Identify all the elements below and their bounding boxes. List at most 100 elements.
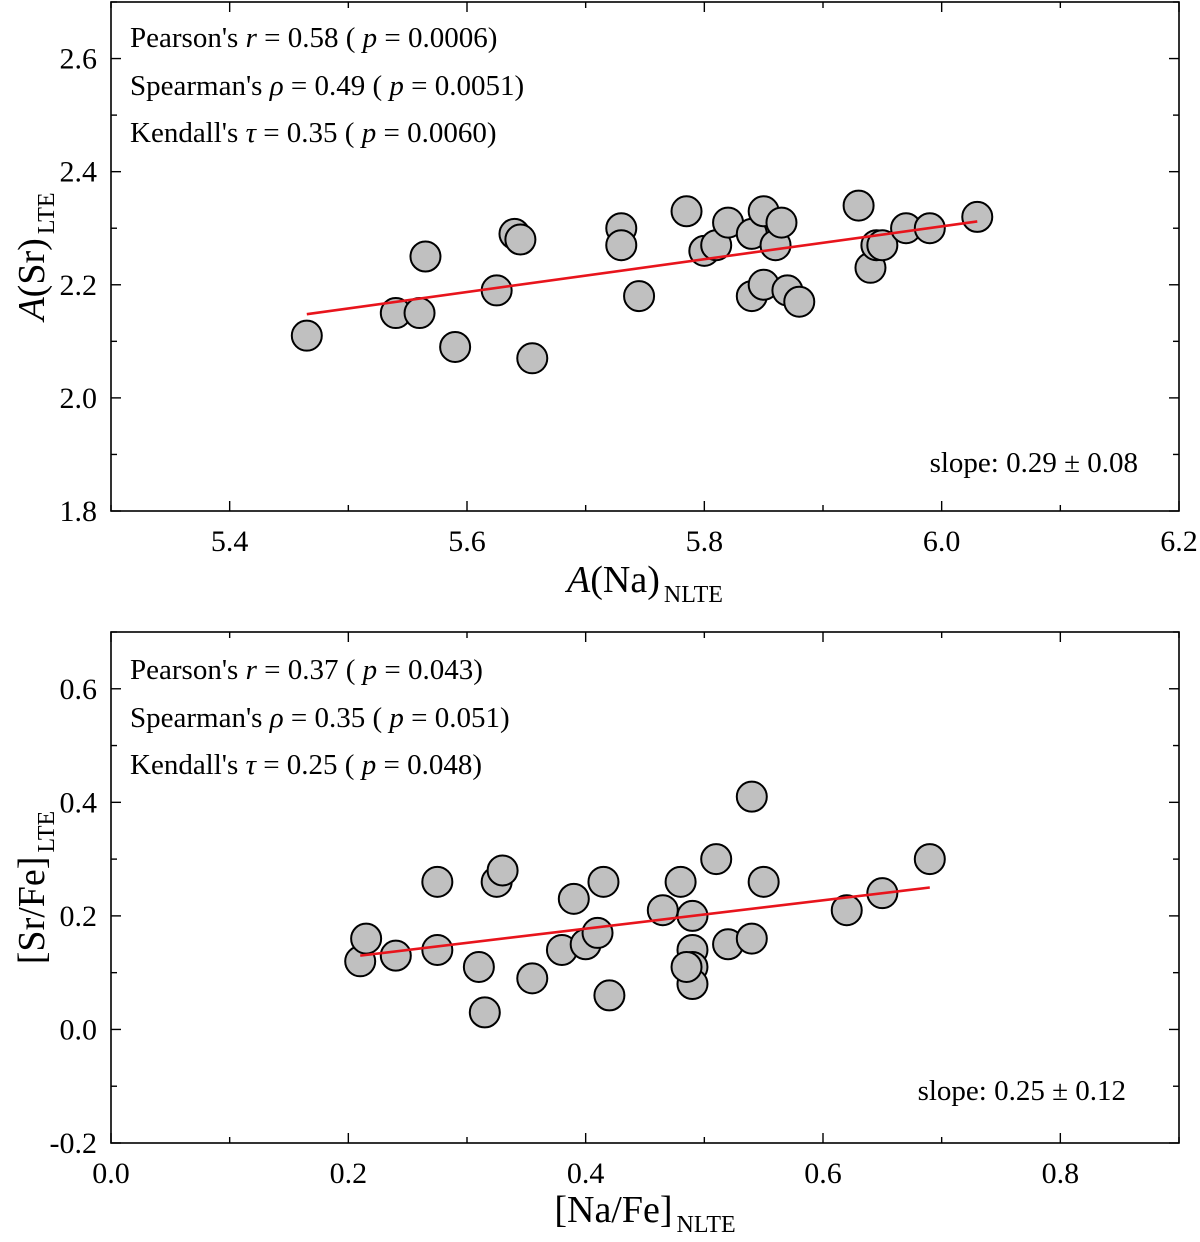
data-point <box>605 229 638 262</box>
stat-symbol: τ <box>246 117 258 149</box>
data-point <box>830 894 863 927</box>
x-tick-label: 6.2 <box>1160 525 1198 558</box>
data-point <box>593 979 626 1012</box>
plot-frame <box>110 631 1180 1144</box>
data-point <box>747 865 780 898</box>
data-point <box>379 939 412 972</box>
y-axis-label: A(Sr) LTE <box>11 192 60 323</box>
x-axis-label-symbol: A <box>564 559 591 601</box>
stat-value: = 0.58 ( <box>257 22 363 54</box>
x-axis-label: [Na/Fe] NLTE <box>554 1189 735 1238</box>
y-tick-label: 0.4 <box>60 786 98 819</box>
stat-line: Spearman's ρ = 0.35 ( p = 0.051) <box>130 702 510 734</box>
y-axis-label-subscript: LTE <box>34 192 60 234</box>
y-axis-label-subscript: LTE <box>34 811 60 853</box>
data-point <box>290 319 323 352</box>
data-point <box>468 996 501 1029</box>
stat-symbol: ρ <box>269 702 284 734</box>
x-tick-label: 0.6 <box>804 1157 842 1190</box>
stat-line: Kendall's τ = 0.35 ( p = 0.0060) <box>130 117 496 149</box>
data-point <box>403 297 436 330</box>
x-tick-label: 0.8 <box>1042 1157 1080 1190</box>
stat-line: Pearson's r = 0.37 ( p = 0.043) <box>130 654 483 686</box>
data-point <box>421 933 454 966</box>
y-axis-label-text: [Sr/Fe] <box>11 857 53 965</box>
y-tick-label: 2.2 <box>60 269 98 302</box>
data-point <box>486 854 519 887</box>
x-tick-label: 5.4 <box>211 525 249 558</box>
y-axis-label-symbol: A <box>11 297 53 324</box>
data-point <box>700 843 733 876</box>
bottom-panel: 0.0 0.2 0.4 0.6 0.8-0.20.00.20.40.6Pearson's… <box>11 631 1180 1238</box>
data-point <box>516 962 549 995</box>
stat-p-value: = 0.0006) <box>377 22 497 54</box>
data-point <box>735 922 768 955</box>
y-tick-label: 2.0 <box>60 382 98 415</box>
stat-value: = 0.35 ( <box>256 117 362 149</box>
x-tick-label: 6.0 <box>923 525 961 558</box>
top-panel: 5.4 5.6 5.8 6.0 6.2 1.8 2.0 2.2 2.4 2.6 Pearson's … <box>11 1 1198 608</box>
data-point <box>409 240 442 273</box>
y-tick-label: 2.4 <box>60 156 98 189</box>
stat-line: Spearman's ρ = 0.49 ( p = 0.0051) <box>130 70 524 102</box>
data-point <box>783 285 816 318</box>
x-axis-label-subscript: NLTE <box>664 582 723 608</box>
data-point <box>664 865 697 898</box>
stat-line: Kendall's τ = 0.25 ( p = 0.048) <box>130 749 482 781</box>
data-point <box>557 882 590 915</box>
stat-name: Kendall's <box>130 749 246 781</box>
stat-name: Kendall's <box>130 117 246 149</box>
data-point <box>516 342 549 375</box>
x-axis-label-text: [Na/Fe] <box>554 1189 672 1231</box>
stat-value: = 0.25 ( <box>256 749 362 781</box>
data-point <box>623 280 656 313</box>
data-point <box>670 950 703 983</box>
stat-name: Spearman's <box>130 70 270 102</box>
data-point <box>765 206 798 239</box>
stat-p-symbol: p <box>387 702 404 734</box>
x-tick-label: 0.2 <box>330 1157 368 1190</box>
x-tick-label: 5.6 <box>448 525 486 558</box>
y-tick-label: 0.2 <box>60 900 98 933</box>
fit-line <box>306 220 978 316</box>
stat-symbol: ρ <box>269 70 284 102</box>
stat-p-symbol: p <box>361 654 378 686</box>
data-point <box>587 865 620 898</box>
data-point <box>462 950 495 983</box>
stat-name: Pearson's <box>130 654 246 686</box>
data-point <box>735 780 768 813</box>
data-point <box>913 843 946 876</box>
stat-line: Pearson's r = 0.58 ( p = 0.0006) <box>130 22 497 54</box>
stat-symbol: τ <box>246 749 258 781</box>
data-point <box>866 229 899 262</box>
y-tick-label: 0.6 <box>60 673 98 706</box>
stat-name: Spearman's <box>130 702 270 734</box>
data-point <box>504 223 537 256</box>
slope-label: slope: 0.25 ± 0.12 <box>918 1075 1126 1107</box>
stat-p-symbol: p <box>361 22 378 54</box>
x-axis-label: A(Na) NLTE <box>564 559 723 608</box>
stat-p-value: = 0.051) <box>404 702 510 734</box>
stat-value: = 0.49 ( <box>284 70 390 102</box>
x-tick-label: 0.0 <box>92 1157 130 1190</box>
stat-p-symbol: p <box>360 117 377 149</box>
data-point <box>961 200 994 233</box>
y-tick-label: 0.0 <box>60 1013 98 1046</box>
stat-symbol: r <box>246 22 258 54</box>
stat-p-symbol: p <box>387 70 404 102</box>
y-tick-label: -0.2 <box>50 1127 98 1160</box>
stat-symbol: r <box>246 654 258 686</box>
y-axis-label-text: (Sr) <box>11 238 53 297</box>
data-point <box>842 189 875 222</box>
stat-name: Pearson's <box>130 22 246 54</box>
plot-frame <box>110 1 1180 512</box>
stat-p-symbol: p <box>360 749 377 781</box>
x-axis-label-subscript: NLTE <box>677 1212 736 1238</box>
y-tick-label: 1.8 <box>60 495 98 528</box>
data-point <box>350 922 383 955</box>
stat-value: = 0.37 ( <box>257 654 363 686</box>
data-point <box>581 916 614 949</box>
stat-value: = 0.35 ( <box>284 702 390 734</box>
x-tick-label: 5.8 <box>686 525 724 558</box>
